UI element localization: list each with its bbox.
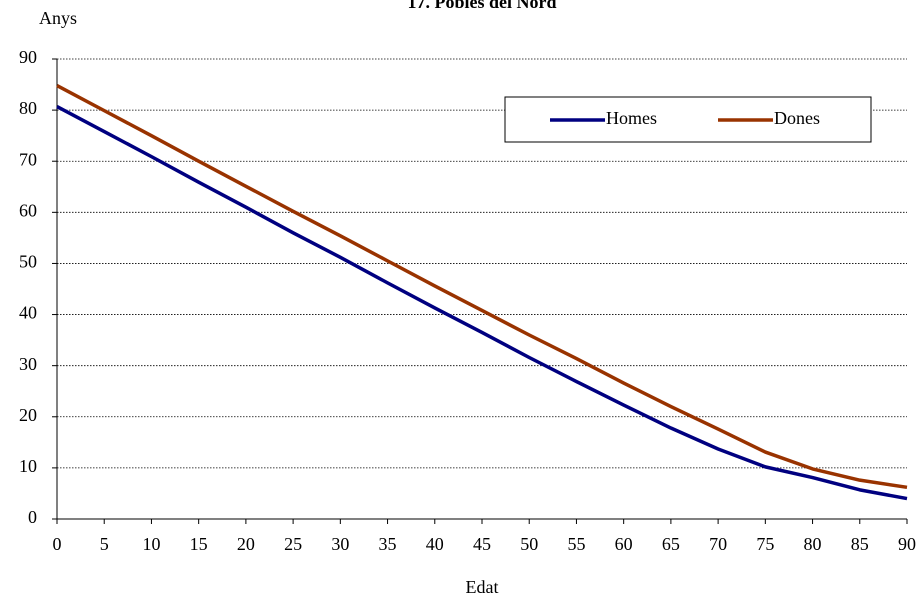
x-tick-label: 90	[898, 534, 916, 554]
x-tick-label: 60	[615, 534, 633, 554]
y-tick-label: 0	[28, 507, 37, 527]
x-tick-label: 30	[331, 534, 349, 554]
y-tick-label: 80	[19, 98, 37, 118]
y-tick-label: 90	[19, 47, 37, 67]
y-axis-label: Anys	[39, 8, 77, 28]
y-tick-label: 40	[19, 303, 37, 323]
x-tick-label: 50	[520, 534, 538, 554]
x-tick-label: 10	[142, 534, 160, 554]
x-tick-label: 55	[567, 534, 585, 554]
x-tick-label: 85	[851, 534, 869, 554]
series-line	[56, 84, 908, 490]
y-tick-label: 60	[19, 200, 37, 220]
y-tick-label: 30	[19, 354, 37, 374]
x-tick-label: 35	[379, 534, 397, 554]
y-tick-label: 50	[19, 252, 37, 272]
x-tick-label: 15	[190, 534, 208, 554]
y-tick-label: 70	[19, 149, 37, 169]
y-tick-label: 20	[19, 405, 37, 425]
y-tick-label: 10	[19, 456, 37, 476]
x-axis-label: Edat	[466, 577, 499, 597]
x-tick-label: 75	[756, 534, 774, 554]
x-tick-label: 80	[804, 534, 822, 554]
x-tick-label: 25	[284, 534, 302, 554]
series-line	[56, 104, 908, 501]
x-tick-label: 70	[709, 534, 727, 554]
chart-title: 17. Pobles del Nord	[407, 0, 556, 12]
x-tick-label: 5	[100, 534, 109, 554]
legend-label: Homes	[606, 108, 657, 128]
x-tick-label: 20	[237, 534, 255, 554]
x-tick-label: 65	[662, 534, 680, 554]
x-tick-label: 40	[426, 534, 444, 554]
x-tick-label: 0	[53, 534, 62, 554]
legend-label: Dones	[774, 108, 820, 128]
x-tick-label: 45	[473, 534, 491, 554]
